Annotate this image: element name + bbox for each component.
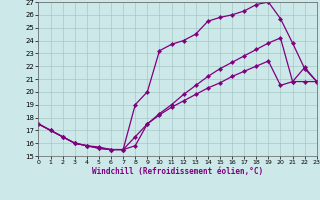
- X-axis label: Windchill (Refroidissement éolien,°C): Windchill (Refroidissement éolien,°C): [92, 167, 263, 176]
